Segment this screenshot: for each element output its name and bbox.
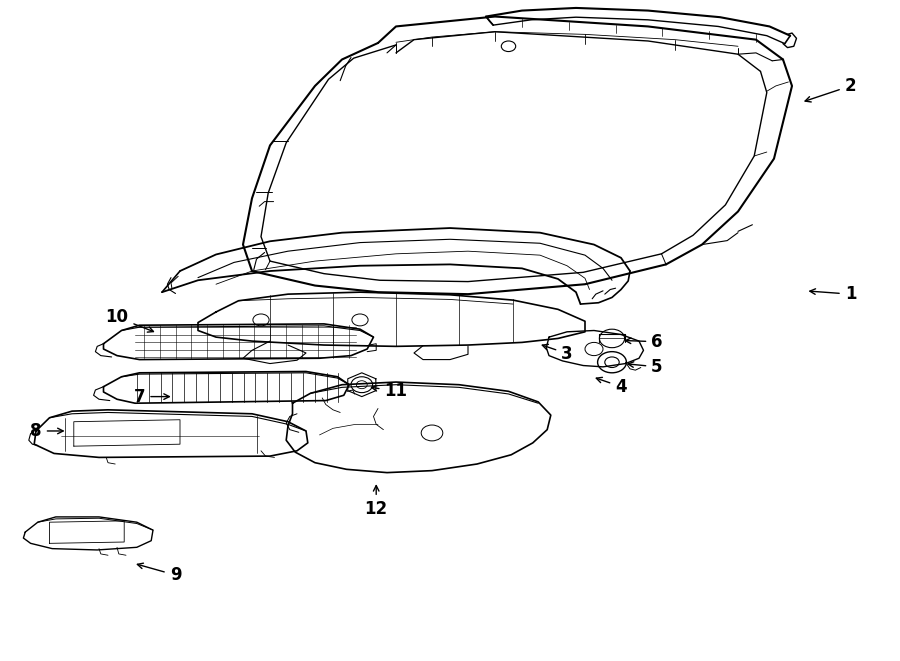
Text: 2: 2 [806,77,856,102]
Text: 5: 5 [628,358,662,376]
Text: 7: 7 [134,387,169,406]
Text: 4: 4 [597,377,626,396]
Text: 8: 8 [31,422,63,440]
Text: 10: 10 [105,308,154,332]
Text: 12: 12 [364,486,388,518]
Text: 9: 9 [138,563,181,584]
Text: 1: 1 [810,285,856,303]
Text: 3: 3 [543,344,572,363]
Text: 6: 6 [626,332,662,351]
Text: 11: 11 [372,382,408,401]
